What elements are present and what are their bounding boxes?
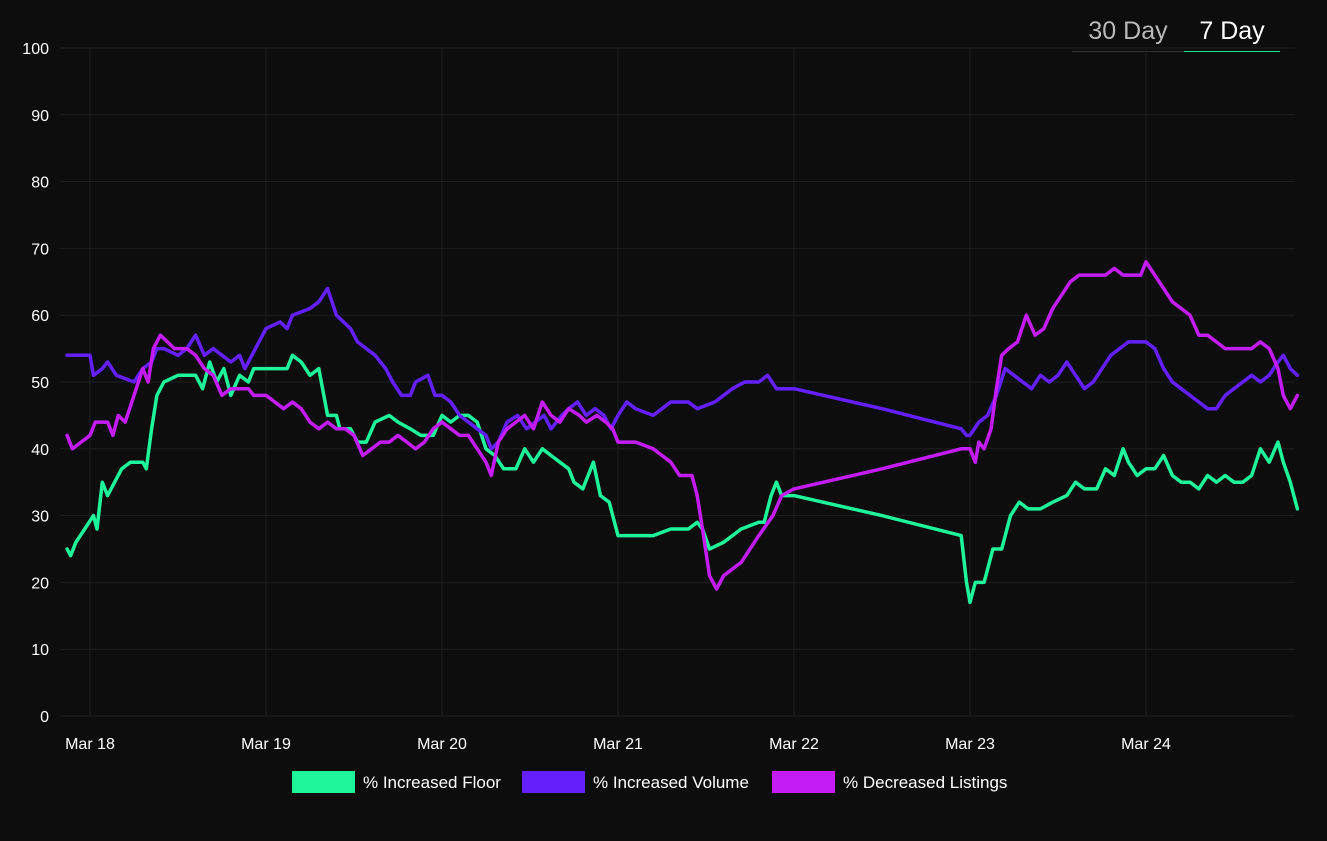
y-tick-label: 40 <box>31 442 49 459</box>
x-tick-label: Mar 21 <box>593 736 643 753</box>
legend-swatch <box>292 771 355 793</box>
y-tick-label: 30 <box>31 509 49 526</box>
x-tick-label: Mar 19 <box>241 736 291 753</box>
y-tick-label: 50 <box>31 375 49 392</box>
x-tick-label: Mar 24 <box>1121 736 1171 753</box>
legend-swatch <box>522 771 585 793</box>
legend-label: % Decreased Listings <box>843 773 1007 792</box>
y-tick-label: 100 <box>22 41 49 58</box>
y-tick-label: 60 <box>31 308 49 325</box>
x-tick-label: Mar 22 <box>769 736 819 753</box>
y-tick-label: 90 <box>31 108 49 125</box>
x-tick-label: Mar 20 <box>417 736 467 753</box>
y-tick-label: 70 <box>31 241 49 258</box>
timeframe-tabs: 30 Day 7 Day <box>1072 12 1282 52</box>
legend-label: % Increased Volume <box>593 773 749 792</box>
x-tick-label: Mar 18 <box>65 736 115 753</box>
y-tick-label: 80 <box>31 175 49 192</box>
legend-label: % Increased Floor <box>363 773 501 792</box>
y-tick-label: 10 <box>31 642 49 659</box>
series-line <box>65 286 1300 451</box>
x-tick-label: Mar 23 <box>945 736 995 753</box>
legend-swatch <box>772 771 835 793</box>
tab-30-day[interactable]: 30 Day <box>1072 12 1184 52</box>
tab-7-day[interactable]: 7 Day <box>1184 12 1280 52</box>
y-tick-label: 20 <box>31 575 49 592</box>
series-line <box>65 260 1300 591</box>
y-tick-label: 0 <box>40 709 49 726</box>
